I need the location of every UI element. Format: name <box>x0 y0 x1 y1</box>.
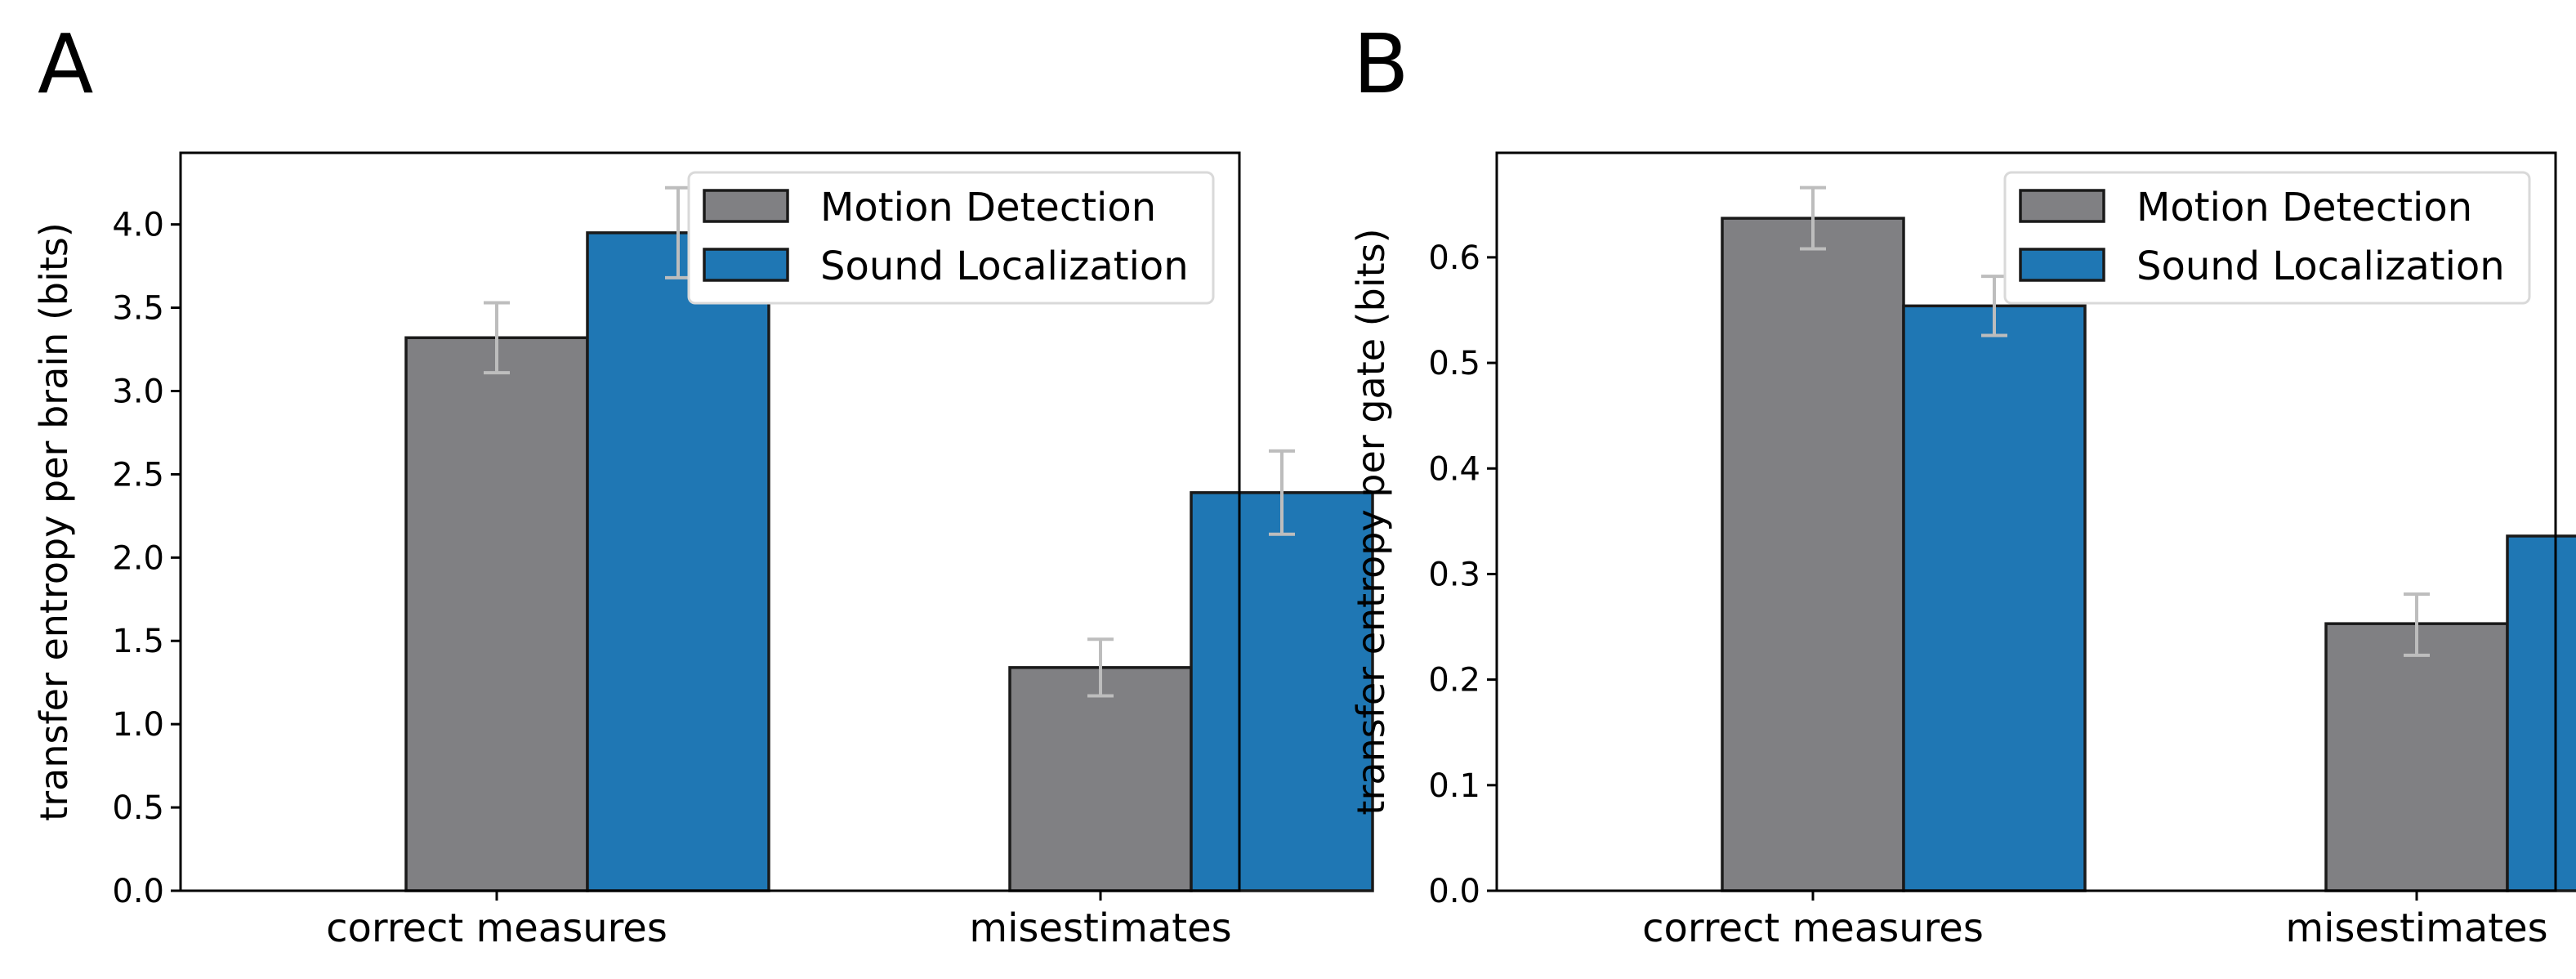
y-tick-label: 3.0 <box>112 373 164 410</box>
y-tick-label: 0.6 <box>1428 239 1480 277</box>
y-tick-label: 1.0 <box>112 706 164 744</box>
y-tick-label: 2.0 <box>112 539 164 577</box>
bar-sound-localization <box>1190 491 1374 892</box>
legend-swatch <box>2019 189 2105 223</box>
y-tick-label: 3.5 <box>112 290 164 328</box>
bar-sound-localization <box>2506 534 2576 892</box>
bar-sound-localization <box>586 231 770 892</box>
panel-label: B <box>1353 16 1409 112</box>
y-tick-label: 0.3 <box>1428 556 1480 593</box>
legend-swatch <box>2019 248 2105 282</box>
legend-swatch <box>703 189 789 223</box>
y-axis-label: transfer entropy per brain (bits) <box>32 222 76 821</box>
legend-label: Motion Detection <box>820 185 1156 230</box>
legend-label: Motion Detection <box>2136 185 2472 230</box>
x-tick-label: correct measures <box>326 905 667 951</box>
legend-swatch <box>703 248 789 282</box>
bar-motion-detection <box>1721 217 1905 892</box>
y-tick-label: 0.2 <box>1428 662 1480 700</box>
legend-box <box>2003 171 2531 305</box>
y-axis-label: transfer entropy per gate (bits) <box>1349 228 1393 815</box>
y-tick-label: 4.0 <box>112 207 164 244</box>
x-tick-label: misestimates <box>969 905 1231 951</box>
legend-label: Sound Localization <box>820 244 1189 289</box>
y-tick-label: 0.0 <box>112 873 164 910</box>
x-tick-label: correct measures <box>1642 905 1984 951</box>
y-tick-label: 0.5 <box>1428 345 1480 382</box>
y-tick-label: 0.1 <box>1428 767 1480 805</box>
legend-label: Sound Localization <box>2136 244 2505 289</box>
axes-frame <box>179 151 1241 892</box>
y-tick-label: 0.5 <box>112 789 164 827</box>
bar-motion-detection <box>1008 666 1193 892</box>
y-tick-label: 1.5 <box>112 623 164 660</box>
y-tick-label: 0.0 <box>1428 873 1480 910</box>
panel-label: A <box>38 16 93 112</box>
bar-motion-detection <box>2324 622 2509 892</box>
y-tick-label: 0.4 <box>1428 450 1480 488</box>
x-tick-label: misestimates <box>2285 905 2547 951</box>
y-tick-label: 2.5 <box>112 456 164 494</box>
bar-sound-localization <box>1902 304 2087 892</box>
bar-motion-detection <box>404 336 589 892</box>
legend-box <box>687 171 1215 305</box>
axes-frame <box>1495 151 2557 892</box>
